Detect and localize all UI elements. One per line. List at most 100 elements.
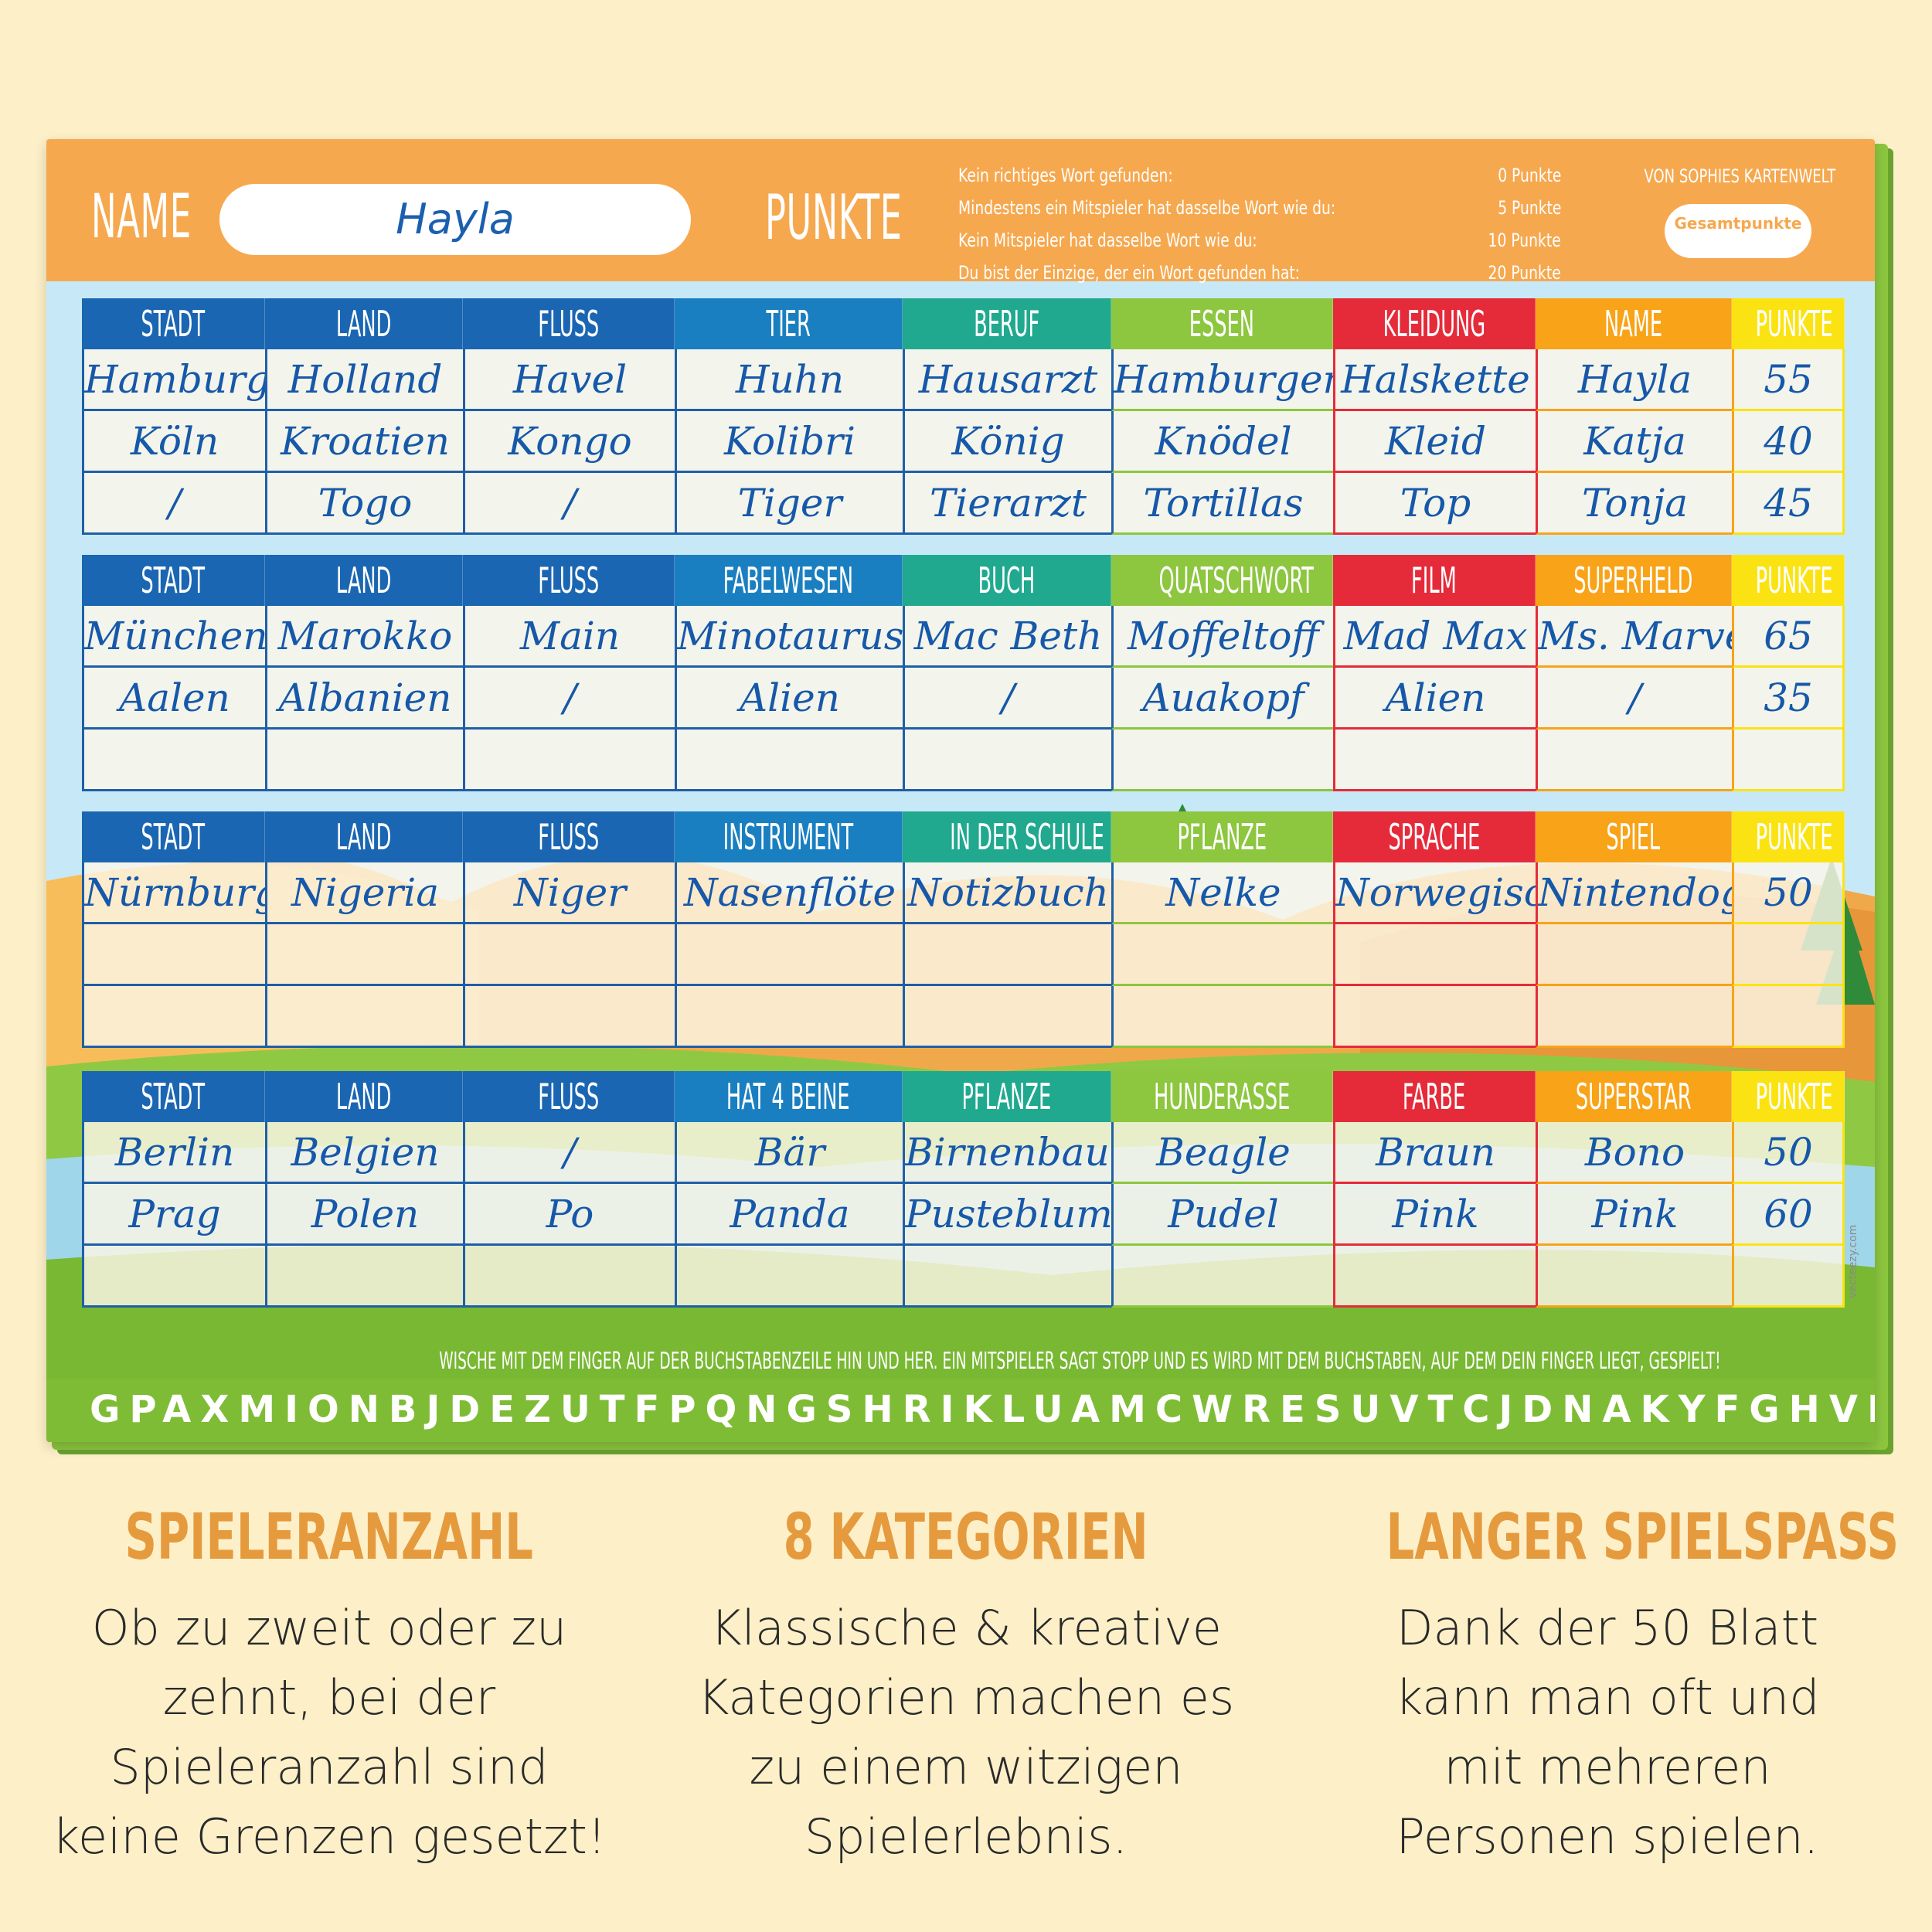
- answer-cell[interactable]: [265, 730, 463, 791]
- answer-cell[interactable]: Nigeria: [265, 862, 463, 924]
- answer-cell[interactable]: Tonja: [1536, 473, 1732, 535]
- answer-cell[interactable]: [1333, 924, 1536, 986]
- answer-cell[interactable]: Mac Beth: [903, 606, 1111, 668]
- answer-cell[interactable]: [675, 1246, 903, 1308]
- answer-cell[interactable]: /: [463, 1122, 675, 1184]
- answer-cell[interactable]: Köln: [82, 411, 265, 473]
- answer-cell[interactable]: Moffeltoff: [1111, 606, 1333, 668]
- answer-cell[interactable]: Havel: [463, 349, 675, 411]
- answer-cell[interactable]: Nasenflöte: [675, 862, 903, 924]
- answer-cell[interactable]: Albanien: [265, 668, 463, 730]
- points-cell[interactable]: 50: [1732, 1122, 1845, 1184]
- answer-cell[interactable]: Prag: [82, 1184, 265, 1246]
- answer-cell[interactable]: /: [463, 473, 675, 535]
- points-cell[interactable]: 35: [1732, 668, 1845, 730]
- answer-cell[interactable]: [1111, 730, 1333, 791]
- answer-cell[interactable]: Togo: [265, 473, 463, 535]
- answer-cell[interactable]: /: [463, 668, 675, 730]
- points-cell[interactable]: 55: [1732, 349, 1845, 411]
- answer-cell[interactable]: König: [903, 411, 1111, 473]
- answer-cell[interactable]: Polen: [265, 1184, 463, 1246]
- answer-cell[interactable]: [1333, 1246, 1536, 1308]
- answer-cell[interactable]: [675, 924, 903, 986]
- answer-cell[interactable]: Bär: [675, 1122, 903, 1184]
- answer-cell[interactable]: [463, 986, 675, 1048]
- answer-cell[interactable]: Braun: [1333, 1122, 1536, 1184]
- answer-cell[interactable]: Top: [1333, 473, 1536, 535]
- answer-cell[interactable]: Kleid: [1333, 411, 1536, 473]
- letter-row[interactable]: GPAXMIONBJDEZUTFPQNGSHRIKLUAMCWRESUVTCJD…: [46, 1379, 1875, 1442]
- answer-cell[interactable]: Huhn: [675, 349, 903, 411]
- answer-cell[interactable]: Hamburg: [82, 349, 265, 411]
- answer-cell[interactable]: [1111, 924, 1333, 986]
- answer-cell[interactable]: [903, 730, 1111, 791]
- points-cell[interactable]: 45: [1732, 473, 1845, 535]
- answer-cell[interactable]: Holland: [265, 349, 463, 411]
- answer-cell[interactable]: [463, 924, 675, 986]
- answer-cell[interactable]: [1536, 1246, 1732, 1308]
- answer-cell[interactable]: [265, 986, 463, 1048]
- points-cell[interactable]: 40: [1732, 411, 1845, 473]
- answer-cell[interactable]: Birnenbaum: [903, 1122, 1111, 1184]
- points-cell[interactable]: [1732, 1246, 1845, 1308]
- answer-cell[interactable]: [463, 1246, 675, 1308]
- answer-cell[interactable]: [1536, 730, 1732, 791]
- answer-cell[interactable]: Pink: [1536, 1184, 1732, 1246]
- answer-cell[interactable]: [82, 730, 265, 791]
- answer-cell[interactable]: München: [82, 606, 265, 668]
- answer-cell[interactable]: [903, 986, 1111, 1048]
- answer-cell[interactable]: [82, 1246, 265, 1308]
- answer-cell[interactable]: Pusteblume: [903, 1184, 1111, 1246]
- answer-cell[interactable]: Kolibri: [675, 411, 903, 473]
- answer-cell[interactable]: [265, 924, 463, 986]
- answer-cell[interactable]: [675, 730, 903, 791]
- answer-cell[interactable]: [265, 1246, 463, 1308]
- total-points-field[interactable]: Gesamtpunkte: [1665, 204, 1811, 258]
- answer-cell[interactable]: /: [1536, 668, 1732, 730]
- answer-cell[interactable]: Hausarzt: [903, 349, 1111, 411]
- answer-cell[interactable]: Nintendogs: [1536, 862, 1732, 924]
- answer-cell[interactable]: Main: [463, 606, 675, 668]
- answer-cell[interactable]: [903, 1246, 1111, 1308]
- points-cell[interactable]: 65: [1732, 606, 1845, 668]
- answer-cell[interactable]: Po: [463, 1184, 675, 1246]
- answer-cell[interactable]: [903, 924, 1111, 986]
- answer-cell[interactable]: [82, 986, 265, 1048]
- answer-cell[interactable]: Alien: [675, 668, 903, 730]
- answer-cell[interactable]: [82, 924, 265, 986]
- points-cell[interactable]: [1732, 730, 1845, 791]
- answer-cell[interactable]: Kongo: [463, 411, 675, 473]
- points-cell[interactable]: [1732, 924, 1845, 986]
- answer-cell[interactable]: Hamburger: [1111, 349, 1333, 411]
- answer-cell[interactable]: Kroatien: [265, 411, 463, 473]
- name-field[interactable]: Hayla: [219, 184, 691, 255]
- answer-cell[interactable]: Marokko: [265, 606, 463, 668]
- answer-cell[interactable]: Tortillas: [1111, 473, 1333, 535]
- answer-cell[interactable]: Beagle: [1111, 1122, 1333, 1184]
- answer-cell[interactable]: Katja: [1536, 411, 1732, 473]
- answer-cell[interactable]: Mad Max: [1333, 606, 1536, 668]
- answer-cell[interactable]: [463, 730, 675, 791]
- answer-cell[interactable]: Tierarzt: [903, 473, 1111, 535]
- letter-sequence[interactable]: GPAXMIONBJDEZUTFPQNGSHRIKLUAMCWRESUVTCJD…: [90, 1388, 1875, 1431]
- answer-cell[interactable]: Aalen: [82, 668, 265, 730]
- answer-cell[interactable]: Pudel: [1111, 1184, 1333, 1246]
- answer-cell[interactable]: Panda: [675, 1184, 903, 1246]
- answer-cell[interactable]: Minotaurus: [675, 606, 903, 668]
- answer-cell[interactable]: /: [82, 473, 265, 535]
- answer-cell[interactable]: Tiger: [675, 473, 903, 535]
- answer-cell[interactable]: Knödel: [1111, 411, 1333, 473]
- answer-cell[interactable]: Auakopf: [1111, 668, 1333, 730]
- answer-cell[interactable]: Norwegisch: [1333, 862, 1536, 924]
- answer-cell[interactable]: Hayla: [1536, 349, 1732, 411]
- answer-cell[interactable]: Belgien: [265, 1122, 463, 1184]
- answer-cell[interactable]: Nelke: [1111, 862, 1333, 924]
- answer-cell[interactable]: [1536, 924, 1732, 986]
- answer-cell[interactable]: Bono: [1536, 1122, 1732, 1184]
- points-cell[interactable]: 50: [1732, 862, 1845, 924]
- answer-cell[interactable]: Niger: [463, 862, 675, 924]
- points-cell[interactable]: 60: [1732, 1184, 1845, 1246]
- answer-cell[interactable]: Pink: [1333, 1184, 1536, 1246]
- answer-cell[interactable]: Berlin: [82, 1122, 265, 1184]
- answer-cell[interactable]: Notizbuch: [903, 862, 1111, 924]
